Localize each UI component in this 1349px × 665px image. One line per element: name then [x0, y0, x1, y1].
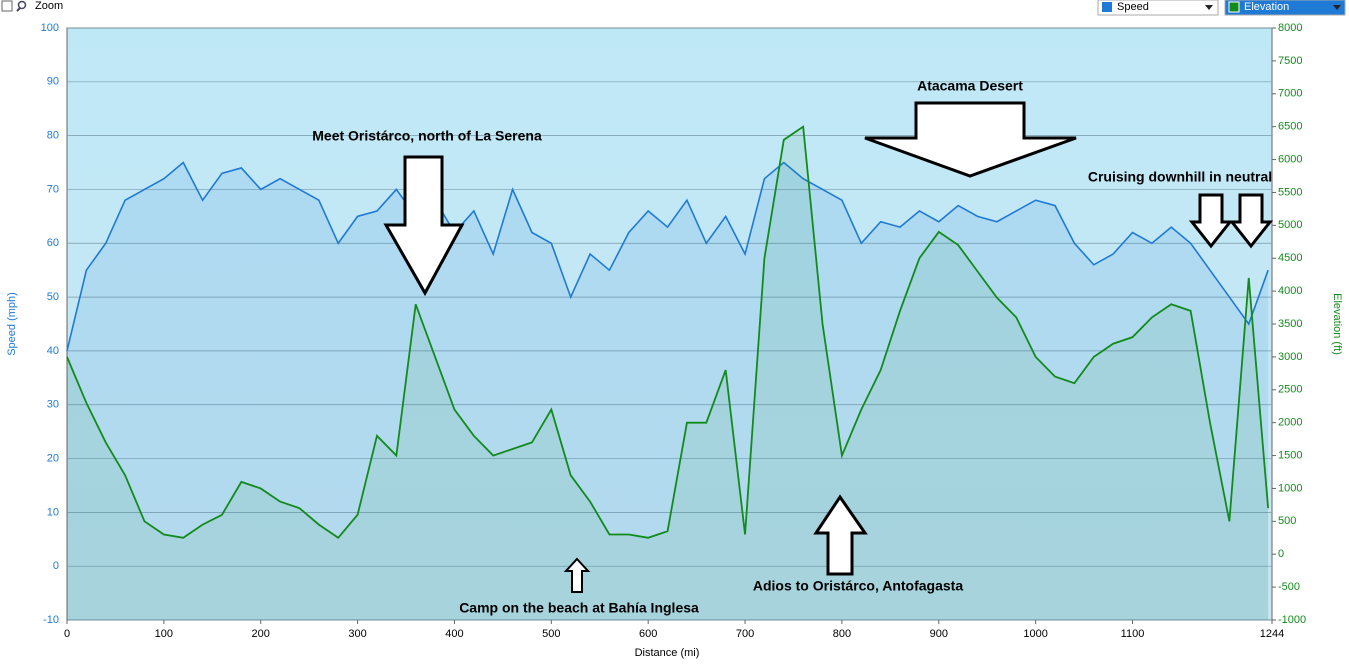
y2-tick-label: 4500 — [1278, 252, 1302, 264]
legend-swatch — [1102, 2, 1112, 12]
zoom-icon — [17, 0, 27, 10]
y2-tick-label: 3500 — [1278, 318, 1302, 330]
x-tick-label: 300 — [348, 628, 366, 640]
y2-tick-label: -1000 — [1278, 614, 1306, 626]
y2-tick-label: 500 — [1278, 515, 1296, 527]
series-area — [67, 162, 1269, 620]
y2-tick-label: 5500 — [1278, 186, 1302, 198]
x-tick-label: 1100 — [1121, 628, 1145, 640]
x-tick-label: 1244 — [1260, 628, 1284, 640]
x-tick-label: 500 — [542, 628, 560, 640]
y-tick-label: 40 — [47, 345, 59, 357]
zoom-icon-handle — [16, 7, 21, 12]
annotation-arrow — [563, 557, 591, 593]
annotation-arrow — [1188, 193, 1234, 249]
y2-axis-label: Elevation (ft) — [1331, 293, 1343, 355]
y2-tick-label: -500 — [1278, 581, 1300, 593]
dropdown-caret — [1205, 5, 1213, 10]
x-tick-label: 0 — [64, 628, 70, 640]
zoom-label: Zoom — [35, 0, 63, 12]
series-dropdown[interactable] — [1097, 0, 1219, 16]
y-tick-label: 70 — [47, 183, 59, 195]
x-tick-label: 1000 — [1023, 628, 1047, 640]
series-line — [66, 161, 1269, 352]
series-area — [67, 126, 1269, 621]
y-tick-label: 50 — [47, 291, 59, 303]
x-tick-label: 800 — [833, 628, 851, 640]
y2-tick-label: 3000 — [1278, 351, 1302, 363]
annotation: Cruising downhill in neutral — [1088, 169, 1272, 185]
y2-tick-label: 7500 — [1278, 55, 1302, 67]
x-axis-label: Distance (mi) — [635, 647, 700, 659]
y2-tick-label: 0 — [1278, 548, 1284, 560]
y2-tick-label: 7000 — [1278, 88, 1302, 100]
y2-tick-label: 1000 — [1278, 482, 1302, 494]
y2-tick-label: 5000 — [1278, 219, 1302, 231]
y-tick-label: 100 — [41, 22, 59, 34]
series-line — [66, 125, 1270, 539]
x-tick-label: 100 — [155, 628, 173, 640]
zoom-checkbox[interactable] — [1, 0, 13, 12]
legend-label: Elevation — [1244, 1, 1289, 13]
y2-tick-label: 1500 — [1278, 449, 1302, 461]
x-tick-label: 600 — [639, 628, 657, 640]
y-tick-label: 90 — [47, 76, 59, 88]
series-dropdown[interactable] — [1224, 0, 1346, 16]
annotation-arrow — [383, 155, 465, 297]
y2-tick-label: 6500 — [1278, 121, 1302, 133]
x-tick-label: 900 — [930, 628, 948, 640]
x-tick-label: 400 — [445, 628, 463, 640]
y-axis-label: Speed (mph) — [6, 292, 18, 356]
annotation-arrow — [1228, 193, 1274, 249]
y2-tick-label: 6000 — [1278, 153, 1302, 165]
y2-tick-label: 4000 — [1278, 285, 1302, 297]
y2-tick-label: 2000 — [1278, 417, 1302, 429]
y-tick-label: 0 — [53, 560, 59, 572]
annotation-arrow — [813, 494, 868, 576]
annotation: Adios to Oristárco, Antofagasta — [753, 578, 964, 594]
legend-swatch — [1228, 1, 1240, 13]
annotation: Camp on the beach at Bahía Inglesa — [459, 600, 699, 616]
dropdown-caret — [1333, 5, 1341, 10]
y2-tick-label: 2500 — [1278, 384, 1302, 396]
y-tick-label: 10 — [47, 506, 59, 518]
y-tick-label: 20 — [47, 452, 59, 464]
legend-label: Speed — [1117, 1, 1149, 13]
y-tick-label: -10 — [43, 614, 59, 626]
annotation: Meet Oristárco, north of La Serena — [312, 128, 542, 144]
y-tick-label: 30 — [47, 399, 59, 411]
annotation: Atacama Desert — [917, 78, 1023, 94]
x-tick-label: 200 — [252, 628, 270, 640]
y-tick-label: 80 — [47, 130, 59, 142]
annotation-arrow — [864, 101, 1077, 178]
x-tick-label: 700 — [736, 628, 754, 640]
y-tick-label: 60 — [47, 237, 59, 249]
y2-tick-label: 8000 — [1278, 22, 1302, 34]
